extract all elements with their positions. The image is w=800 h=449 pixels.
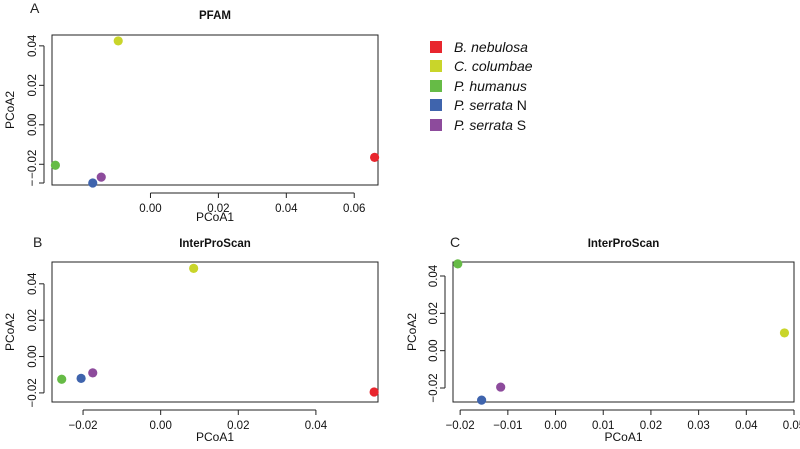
chart0-chart-title: PFAM: [199, 10, 231, 22]
panel-letter-c: C: [450, 234, 461, 250]
chart0-data-point: [113, 36, 123, 46]
chart0-x-axis-label: PCoA1: [196, 210, 234, 224]
chart0-data-point: [88, 178, 98, 188]
chart2-x-axis-label: PCoA1: [604, 430, 642, 444]
chart1-x-tick-label: 0.00: [149, 420, 171, 432]
chart1-plot-frame: [51, 261, 379, 403]
legend-swatch: [430, 118, 442, 131]
chart0-plot-frame: [51, 34, 379, 186]
chart2-y-tick-label: 0.00: [428, 339, 440, 361]
chart0-y-tick-label: −: [27, 179, 39, 186]
chart1-chart-title: InterProScan: [179, 238, 251, 250]
legend-label: C. columbae: [454, 58, 533, 75]
chart0-x-tick-label: 0.06: [343, 203, 365, 215]
chart1-data-point: [88, 368, 98, 378]
legend-item: C. columbae: [430, 57, 533, 77]
chart2-x-tick-label: 0.05: [783, 420, 800, 432]
chart2-x-tick-label: −0.01: [493, 420, 522, 432]
chart1-data-point: [369, 387, 379, 397]
legend-item: P. serrata N: [430, 96, 533, 116]
chart1-x-axis-label: PCoA1: [196, 430, 234, 444]
chart1-x-tick-label: 0.02: [227, 420, 249, 432]
legend-swatch: [430, 40, 442, 53]
chart1-data-point: [57, 374, 67, 384]
legend-item: P. humanus: [430, 76, 533, 96]
chart0-y-tick-label: 0.04: [27, 34, 39, 57]
legend-label: P. serrata S: [454, 116, 527, 133]
legend-label: B. nebulosa: [454, 38, 528, 55]
chart2-data-point: [453, 259, 463, 269]
chart1-y-tick-label: 0.04: [27, 272, 39, 295]
chart0-data-point: [370, 152, 380, 162]
chart0-x-tick-label: 0.00: [139, 203, 161, 215]
chart1-x-tick-label: 0.04: [305, 420, 328, 432]
legend-label: P. serrata N: [454, 97, 527, 114]
chart2-x-tick-label: 0.04: [735, 420, 758, 432]
legend-item: B. nebulosa: [430, 37, 533, 57]
chart2-data-point: [477, 395, 487, 405]
panel-letter-b: B: [33, 234, 43, 250]
legend-swatch: [430, 60, 442, 73]
chart0-data-point: [96, 172, 106, 182]
chart2-x-tick-label: 0.01: [592, 420, 614, 432]
chart0-data-point: [50, 160, 60, 170]
chart0-y-tick-label: 0.02: [27, 74, 39, 96]
chart2-y-tick-label: −0.02: [428, 373, 440, 402]
legend-label: P. humanus: [454, 77, 527, 94]
chart2-chart-title: InterProScan: [588, 238, 660, 250]
chart2-y-axis-label: PCoA2: [405, 313, 419, 351]
chart2-y-tick-label: 0.04: [428, 264, 440, 287]
chart2-x-tick-label: 0.03: [687, 420, 709, 432]
legend-swatch: [430, 99, 442, 112]
chart2-x-tick-label: −0.02: [446, 420, 475, 432]
chart0-y-axis-label: PCoA2: [3, 91, 17, 129]
chart2-x-tick-label: 0.02: [640, 420, 662, 432]
chart1-x-tick-label: −0.02: [68, 420, 97, 432]
chart2-plot-frame: [452, 261, 795, 403]
chart1-y-tick-label: 0.02: [27, 309, 39, 331]
chart0-y-tick-label: −0.02: [27, 150, 39, 179]
chart2-x-tick-label: 0.00: [544, 420, 566, 432]
chart2-data-point: [496, 382, 506, 392]
chart1-data-point: [76, 373, 86, 383]
chart1-y-axis-label: PCoA2: [3, 313, 17, 351]
chart2-y-tick-label: 0.02: [428, 302, 440, 324]
chart0-y-tick-label: 0.00: [27, 114, 39, 136]
legend-item: P. serrata S: [430, 115, 533, 135]
chart1-y-tick-label: 0.00: [27, 345, 39, 367]
legend: B. nebulosa C. columbae P. humanus P. serra…: [430, 37, 533, 135]
legend-swatch: [430, 79, 442, 92]
chart1-data-point: [189, 263, 199, 273]
chart0-x-tick-label: 0.02: [207, 203, 229, 215]
chart2-data-point: [779, 328, 790, 338]
panel-letter-a: A: [30, 0, 40, 16]
chart0-x-tick-label: 0.04: [275, 203, 298, 215]
chart1-y-tick-label: −0.02: [27, 378, 39, 407]
